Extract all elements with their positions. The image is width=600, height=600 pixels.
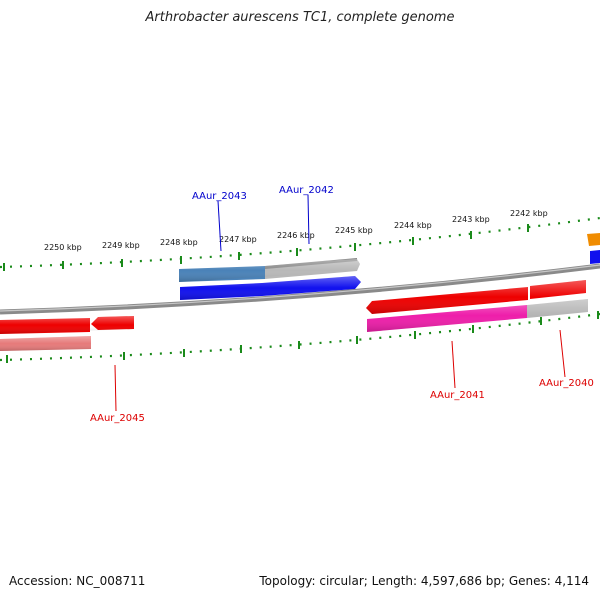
forward-feature-track-inner — [180, 250, 600, 300]
tick-label-2243: 2243 kbp — [452, 215, 490, 224]
outer-major-tick — [3, 263, 5, 271]
gene-label-AAur_2040[interactable]: AAur_2040 — [539, 378, 594, 389]
tick-label-2244: 2244 kbp — [394, 221, 432, 230]
inner-tick-ruler — [0, 311, 600, 363]
leader-line-AAur_2045 — [114, 364, 117, 412]
genome-title: Arthrobacter aurescens TC1, complete gen… — [145, 10, 455, 25]
genome-backbone — [0, 263, 600, 315]
tick-label-2249: 2249 kbp — [102, 241, 140, 250]
outer-major-tick — [62, 261, 64, 269]
outer-ruler-dots — [0, 216, 600, 269]
gene-label-AAur_2043[interactable]: AAur_2043 — [192, 191, 247, 202]
inner-major-tick — [6, 355, 8, 363]
feature-shade — [179, 259, 360, 282]
outer-major-tick — [412, 237, 414, 245]
tick-label-2247: 2247 kbp — [219, 235, 257, 244]
outer-major-tick — [180, 256, 182, 264]
outer-tick-ruler — [0, 216, 600, 271]
inner-major-tick — [240, 345, 242, 353]
genome-stats-text: Topology: circular; Length: 4,597,686 bp… — [259, 574, 589, 588]
outer-tick-labels: 2250 kbp 2249 kbp 2248 kbp 2247 kbp 2246… — [44, 209, 548, 252]
tick-label-2242: 2242 kbp — [510, 209, 548, 218]
forward-feature-track-outer — [179, 233, 600, 282]
outer-major-tick — [296, 248, 298, 256]
outer-major-tick — [527, 224, 529, 232]
reverse-feature-track-outer — [0, 299, 588, 351]
inner-major-tick — [123, 352, 125, 360]
inner-major-tick — [597, 311, 599, 319]
inner-major-tick — [414, 331, 416, 339]
outer-major-tick — [238, 252, 240, 260]
gene-label-AAur_2045[interactable]: AAur_2045 — [90, 413, 145, 424]
leader-line-AAur_2041 — [451, 340, 456, 389]
tick-label-2248: 2248 kbp — [160, 238, 198, 247]
tick-label-2245: 2245 kbp — [335, 226, 373, 235]
feature-shade — [366, 280, 586, 314]
genome-backbone-highlight — [0, 264, 600, 312]
leader-line-AAur_2040 — [559, 329, 566, 378]
gene-feature-orange-edge[interactable] — [587, 233, 600, 246]
feature-shade — [0, 316, 134, 334]
leader-line-AAur_2042 — [307, 194, 310, 245]
inner-major-tick — [298, 341, 300, 349]
gene-label-AAur_2041[interactable]: AAur_2041 — [430, 390, 485, 401]
outer-major-tick — [470, 231, 472, 239]
outer-major-tick — [354, 243, 356, 251]
inner-major-tick — [356, 336, 358, 344]
inner-major-tick — [472, 325, 474, 333]
feature-shade — [367, 299, 588, 332]
gene-label-AAur_2042[interactable]: AAur_2042 — [279, 185, 334, 196]
inner-major-tick — [183, 349, 185, 357]
tick-label-2250: 2250 kbp — [44, 243, 82, 252]
feature-shade — [180, 276, 361, 300]
tick-label-2246: 2246 kbp — [277, 231, 315, 240]
inner-major-tick — [540, 317, 542, 325]
outer-major-tick — [121, 259, 123, 267]
feature-shade — [0, 336, 91, 351]
accession-text: Accession: NC_008711 — [9, 574, 146, 588]
reverse-feature-track-inner — [0, 280, 586, 334]
leader-line-AAur_2043 — [217, 200, 222, 252]
gene-labels: AAur_2043 AAur_2042 AAur_2041 AAur_2040 … — [90, 185, 594, 424]
cds-forward-edge[interactable] — [590, 250, 600, 264]
gene-leader-lines — [114, 194, 566, 412]
